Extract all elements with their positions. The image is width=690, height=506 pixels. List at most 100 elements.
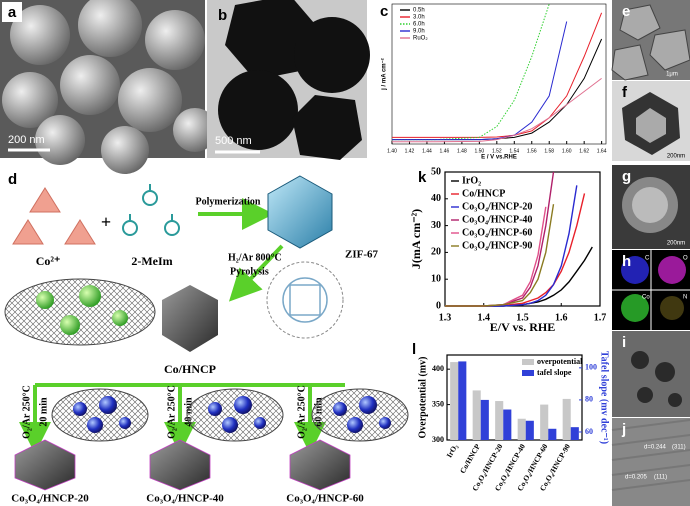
series-line [392,78,602,143]
x-tick-label: Co/HNCP [458,442,482,475]
legend-swatch [522,370,534,376]
y-axis-label: J(mA cm⁻²) [409,209,423,269]
scheme-text: 20 min [38,397,49,427]
carbon-sheet [186,388,284,442]
x-tick-label: 1.3 [439,312,452,323]
y-tick-label: 350 [432,399,444,408]
chart: 300 350 400 60 80 100 Overpotential (mv) Tafel … [417,351,609,493]
particle [99,396,117,414]
particle [234,396,252,414]
x-tick-label: 1.60 [562,148,572,154]
scale-label: 500 nm [215,135,252,147]
panel-g: g 200nm [612,165,690,249]
legend-label: Co₃O₄/HNCP-90 [462,240,532,251]
legend-label: 3.0h [413,15,425,21]
carbon-sheet [4,278,156,346]
y-tick-label: 40 [431,193,441,204]
scheme-text: O₂/Ar 250°C [21,385,32,439]
scheme-text: ZIF-67 [345,249,379,261]
co3o4-hncp [14,439,76,491]
panel-label: h [622,253,631,270]
scale-label: 200 nm [8,134,45,146]
lattice-label: (111) [654,475,667,481]
scale-label: 1μm [666,72,678,78]
particle [347,417,363,433]
particle [292,95,362,160]
particle [218,70,298,150]
scheme-text: + [101,212,111,232]
scheme-text: 2-MeIm [131,254,172,268]
arrow [228,244,284,302]
y-axis-label: Overpotential (mv) [417,357,428,439]
particle [333,402,347,416]
particle [294,17,370,93]
scheme-text: H₂/Ar 800°C [228,252,282,263]
panel-label: i [622,334,626,351]
x-tick-label: 1.52 [492,148,502,154]
zif-crystal [267,175,333,249]
hrtem-image [612,418,690,506]
scheme-text: O₂/Ar 250°C [166,385,177,439]
y2-tick-label: 60 [585,427,593,436]
scheme-text: Co₃O₄/HNCP-60 [286,493,364,505]
plot-frame [391,3,607,145]
channel-label: O [683,256,688,262]
legend-label: 9.0h [413,29,425,35]
x-tick-label: IrO₂ [445,442,460,460]
co3o4-hncp [289,439,351,491]
panel-i: i [612,331,690,417]
scheme-text: Co₃O₄/HNCP-20 [11,493,89,505]
x-tick-label: 1.4 [478,312,491,323]
label-box [2,2,22,22]
panel-label: l [412,341,416,358]
legend-label: 0.5h [413,8,425,14]
x-tick-label: 1.48 [457,148,467,154]
particles [2,0,217,174]
legend-swatch [522,359,534,365]
bar [525,420,534,440]
panel-label: e [622,3,630,20]
x-tick-label: 1.5 [516,312,529,323]
particle [359,396,377,414]
bar [495,401,504,440]
scale-label: 200nm [667,241,685,247]
bar [480,399,489,440]
panel-label: j [621,421,626,438]
panel-label: g [622,168,631,185]
legend-label: RuO₂ [413,36,428,42]
panel-e: e 1μm [611,0,690,81]
scheme-text: Co/HNCP [164,362,216,376]
panel-label: d [8,171,17,188]
y-tick-label: 10 [431,273,441,284]
legend-label: Co₃O₄/HNCP-60 [462,227,532,238]
y-tick-label: 20 [431,247,441,258]
bar [450,362,459,440]
lattice-label: d=0.244 [644,445,667,451]
panel-d: d Co²⁺ + 2-MeIm Polymerization ZIF-67 H₂… [4,171,409,505]
panel-h: h C O Co N [612,250,690,330]
carbon-sheet [51,388,149,442]
scheme-text: Pyrolysis [230,266,269,277]
co-hncp [162,285,218,352]
series-line [445,185,578,307]
legend-label: Co₃O₄/HNCP-20 [462,201,532,212]
channel-label: Co [642,295,650,301]
legend-label: 6.0h [413,22,425,28]
particle-core [636,108,666,143]
x-tick-label: 1.46 [440,148,450,154]
particle [87,417,103,433]
x-tick-label: 1.56 [527,148,537,154]
y2-tick-label: 100 [585,363,597,372]
bar [458,361,467,440]
bar [540,404,549,440]
legend-label: tafel slope [537,368,572,377]
scheme-text: Co²⁺ [36,254,61,268]
chart: 1.40 1.42 1.44 1.46 1.48 1.50 1.52 1.54 1.56 1.58… [381,3,607,161]
zif-structure [266,261,344,339]
bar [503,409,512,440]
y-axis-label: j / mA cm⁻² [381,58,388,91]
ligands [122,184,180,236]
particle [222,417,238,433]
series-line [392,3,550,141]
particle [73,402,87,416]
